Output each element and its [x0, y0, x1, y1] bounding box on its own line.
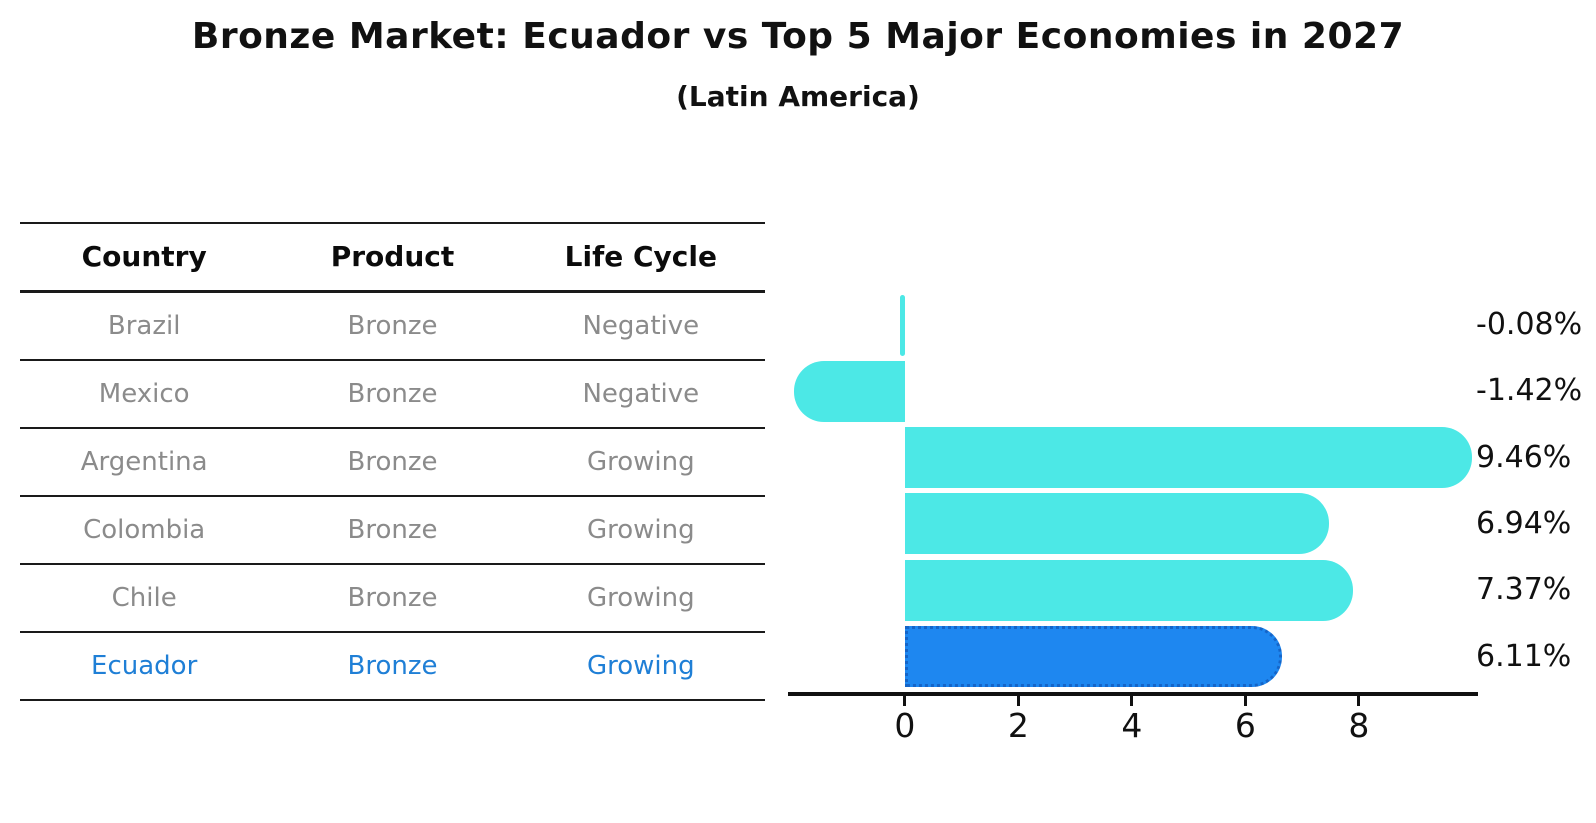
cell-country: Argentina — [80, 447, 208, 477]
table-row-chile: Chile Bronze Growing — [20, 565, 765, 633]
table-row-brazil: Brazil Bronze Negative — [20, 293, 765, 361]
cell-life-cycle: Negative — [582, 311, 700, 341]
column-header-life-cycle: Life Cycle — [564, 240, 717, 273]
bar-plot: 0 2 4 6 8 — [788, 290, 1478, 745]
x-tick-label-0: 0 — [894, 706, 916, 745]
summary-table: Country Product Life Cycle Brazil Bronze Nega… — [20, 222, 765, 701]
bar-chile — [904, 559, 1354, 621]
x-tick-6 — [1243, 696, 1247, 706]
column-header-country: Country — [81, 240, 207, 273]
cell-country: Brazil — [107, 311, 181, 341]
x-tick-0 — [903, 696, 907, 706]
cell-product: Bronze — [347, 379, 438, 409]
cell-life-cycle: Growing — [586, 583, 695, 613]
cell-product: Bronze — [347, 311, 438, 341]
bar-mexico — [794, 360, 905, 422]
bar-brazil — [900, 294, 905, 356]
x-tick-label-4: 4 — [1121, 706, 1143, 745]
cell-life-cycle: Growing — [586, 447, 695, 477]
chart-subtitle: (Latin America) — [676, 80, 920, 113]
cell-life-cycle: Growing — [586, 651, 695, 681]
x-tick-8 — [1357, 696, 1361, 706]
bar-colombia — [904, 493, 1329, 555]
cell-product: Bronze — [347, 447, 438, 477]
value-label-argentina: 9.46% — [1476, 439, 1572, 475]
x-tick-4 — [1130, 696, 1134, 706]
chart-title: Bronze Market: Ecuador vs Top 5 Major Ec… — [191, 16, 1405, 57]
bar-argentina — [904, 427, 1472, 489]
value-label-brazil: -0.08% — [1476, 307, 1583, 342]
x-tick-2 — [1016, 696, 1020, 706]
table-row-ecuador: Ecuador Bronze Growing — [20, 633, 765, 701]
table-row-mexico: Mexico Bronze Negative — [20, 361, 765, 429]
value-label-ecuador: 6.11% — [1476, 638, 1572, 674]
cell-product: Bronze — [347, 583, 438, 613]
value-label-mexico: -1.42% — [1476, 373, 1583, 409]
cell-country: Ecuador — [91, 651, 198, 681]
value-label-colombia: 6.94% — [1476, 505, 1572, 541]
value-label-chile: 7.37% — [1476, 572, 1572, 608]
cell-product: Bronze — [347, 515, 438, 545]
x-axis-line — [788, 692, 1478, 696]
bar-ecuador — [904, 626, 1282, 687]
x-tick-label-2: 2 — [1007, 706, 1029, 745]
x-tick-label-6: 6 — [1234, 706, 1256, 745]
column-header-product: Product — [330, 240, 455, 273]
cell-life-cycle: Negative — [582, 379, 700, 409]
cell-life-cycle: Growing — [586, 515, 695, 545]
table-row-colombia: Colombia Bronze Growing — [20, 497, 765, 565]
cell-country: Colombia — [83, 515, 206, 545]
cell-product: Bronze — [347, 651, 438, 681]
cell-country: Chile — [111, 583, 177, 613]
cell-country: Mexico — [98, 379, 190, 409]
table-row-argentina: Argentina Bronze Growing — [20, 429, 765, 497]
table-header-row: Country Product Life Cycle — [20, 222, 765, 293]
x-tick-label-8: 8 — [1348, 706, 1370, 745]
